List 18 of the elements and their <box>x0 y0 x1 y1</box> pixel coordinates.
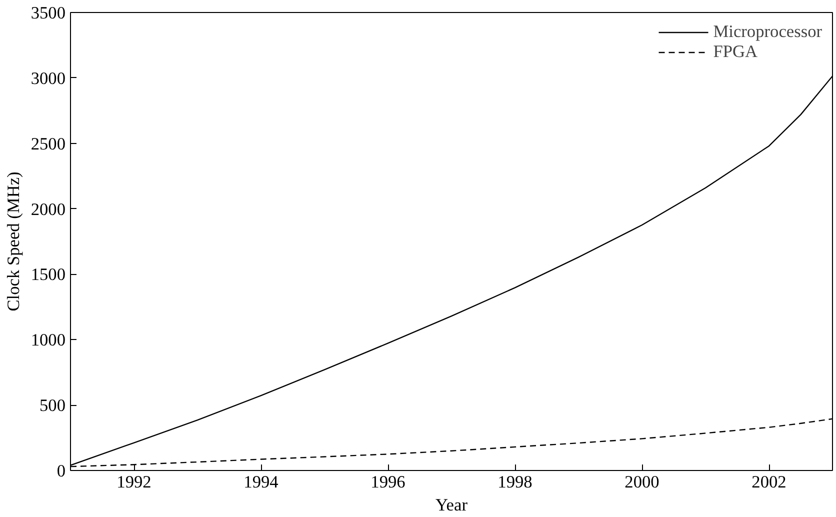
x-tick-label: 2002 <box>752 472 786 492</box>
y-axis-title: Clock Speed (MHz) <box>4 171 23 312</box>
legend-label: Microprocessor <box>713 22 822 42</box>
y-tick-label: 0 <box>56 462 66 480</box>
y-tick-label: 500 <box>40 396 66 416</box>
x-tick-label: 2000 <box>624 472 660 492</box>
x-axis-title: Year <box>436 496 468 514</box>
y-tick-label: 3500 <box>30 4 66 22</box>
y-tick-label: 2000 <box>30 200 66 219</box>
x-tick-label: 1994 <box>244 472 279 492</box>
legend-label: FPGA <box>713 42 758 62</box>
x-tick-label: 1998 <box>498 472 532 492</box>
y-tick-label: 1500 <box>30 265 66 284</box>
y-tick-label: 3000 <box>30 68 66 88</box>
y-tick-label: 1000 <box>30 330 66 350</box>
x-tick-label: 1996 <box>370 472 406 492</box>
y-tick-label: 2500 <box>30 134 66 154</box>
x-tick-label: 1992 <box>116 472 152 492</box>
